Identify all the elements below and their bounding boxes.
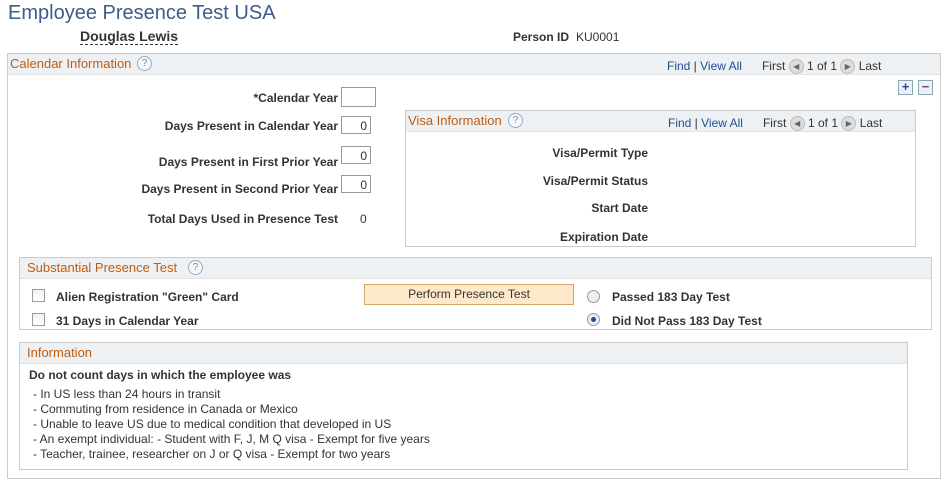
spt-header: Substantial Presence Test ? <box>20 258 931 279</box>
visa-information-section: Visa Information ? Find | View All First… <box>405 110 916 247</box>
calendar-information-section: Calendar Information ? Find | View All F… <box>7 53 941 479</box>
calendar-year-input[interactable] <box>341 87 376 107</box>
info-item: - Teacher, trainee, researcher on J or Q… <box>33 447 391 461</box>
help-icon[interactable]: ? <box>508 113 523 128</box>
record-count: 1 of 1 <box>807 116 839 130</box>
start-date-label: Start Date <box>591 201 648 215</box>
green-card-checkbox[interactable] <box>32 289 45 302</box>
find-link[interactable]: Find <box>667 59 691 73</box>
next-icon[interactable]: ▶ <box>841 116 857 132</box>
days-present-p1-label: Days Present in First Prior Year <box>158 155 338 169</box>
next-icon[interactable]: ▶ <box>840 59 856 75</box>
passed-183-label: Passed 183 Day Test <box>612 290 730 304</box>
person-id-value: KU0001 <box>576 30 620 44</box>
delete-row-button[interactable]: − <box>918 80 933 95</box>
info-item: - Commuting from residence in Canada or … <box>33 402 298 416</box>
page-title: Employee Presence Test USA <box>8 2 276 24</box>
info-title: Information <box>27 345 93 360</box>
green-card-label: Alien Registration "Green" Card <box>56 290 239 304</box>
days-present-p1-input[interactable]: 0 <box>341 146 371 164</box>
days-present-cy-label: Days Present in Calendar Year <box>164 119 338 133</box>
info-header: Information <box>20 343 907 364</box>
info-item: - In US less than 24 hours in transit <box>33 387 221 401</box>
visa-title: Visa Information <box>408 113 502 128</box>
employee-name[interactable]: Douglas Lewis <box>80 28 179 45</box>
first-label: First <box>761 59 786 73</box>
add-row-button[interactable]: + <box>898 80 913 95</box>
find-link[interactable]: Find <box>668 116 692 130</box>
spt-title: Substantial Presence Test <box>27 260 178 275</box>
visa-status-label: Visa/Permit Status <box>542 174 648 188</box>
calendar-year-label: *Calendar Year <box>253 91 339 105</box>
information-section: Information Do not count days in which t… <box>19 342 908 470</box>
info-item: - An exempt individual: - Student with F… <box>33 432 430 446</box>
substantial-presence-test-section: Substantial Presence Test ? <box>19 257 932 330</box>
visa-type-label: Visa/Permit Type <box>552 146 648 160</box>
last-label: Last <box>859 116 883 130</box>
calendar-title: Calendar Information <box>10 56 132 71</box>
view-all-link[interactable]: View All <box>701 116 743 130</box>
perform-presence-test-button[interactable]: Perform Presence Test <box>364 284 574 305</box>
view-all-link[interactable]: View All <box>700 59 742 73</box>
total-days-value: 0 <box>360 212 367 226</box>
info-heading: Do not count days in which the employee … <box>29 368 292 382</box>
calendar-header: Calendar Information ? Find | View All F… <box>8 54 940 75</box>
31-days-label: 31 Days in Calendar Year <box>56 314 199 328</box>
days-present-p2-label: Days Present in Second Prior Year <box>141 182 338 196</box>
first-label: First <box>762 116 787 130</box>
days-present-cy-input[interactable]: 0 <box>341 116 371 134</box>
help-icon[interactable]: ? <box>137 56 152 71</box>
info-item: - Unable to leave US due to medical cond… <box>33 417 392 431</box>
previous-icon[interactable]: ◀ <box>788 59 804 75</box>
previous-icon[interactable]: ◀ <box>789 116 805 132</box>
31-days-checkbox[interactable] <box>32 313 45 326</box>
days-present-p2-input[interactable]: 0 <box>341 175 371 193</box>
record-count: 1 of 1 <box>806 59 838 73</box>
not-passed-183-label: Did Not Pass 183 Day Test <box>612 314 762 328</box>
visa-header: Visa Information ? Find | View All First… <box>406 111 915 132</box>
info-list: - In US less than 24 hours in transit - … <box>33 387 907 462</box>
passed-183-radio[interactable] <box>587 290 600 303</box>
not-passed-183-radio[interactable] <box>587 313 600 326</box>
last-label: Last <box>858 59 882 73</box>
expiration-date-label: Expiration Date <box>559 230 648 244</box>
total-days-label: Total Days Used in Presence Test <box>147 212 338 226</box>
person-id-label: Person ID <box>513 30 570 44</box>
visa-nav: Find | View All First ◀ 1 of 1 ▶ Last <box>668 116 883 132</box>
calendar-nav: Find | View All First ◀ 1 of 1 ▶ Last <box>667 59 882 75</box>
help-icon[interactable]: ? <box>188 260 203 275</box>
